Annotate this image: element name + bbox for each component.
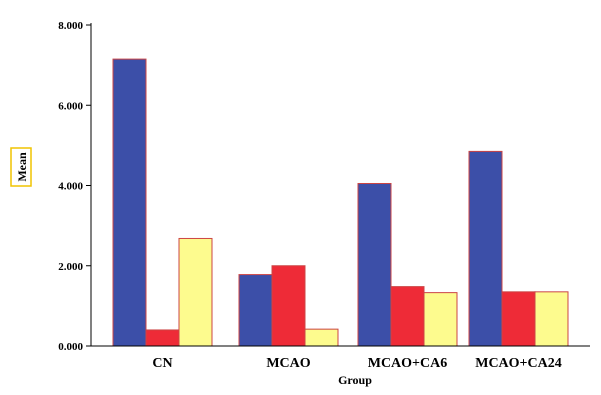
- bar: [178, 237, 213, 347]
- bar: [534, 291, 569, 347]
- y-axis-title: Mean: [10, 147, 32, 187]
- bar: [501, 291, 536, 347]
- bar: [390, 286, 425, 347]
- bar: [357, 182, 392, 347]
- bar-group: [112, 58, 569, 347]
- y-axis-ticks: 0.000 2.000 4.000 6.000 8.000: [58, 20, 91, 353]
- y-tick-label: 0.000: [58, 341, 83, 353]
- bar: [271, 265, 306, 347]
- y-axis-title-box: [10, 147, 32, 187]
- y-tick-label: 8.000: [58, 20, 83, 32]
- bar: [112, 58, 147, 347]
- bar: [468, 150, 503, 347]
- x-category-label: MCAO+CA6: [368, 356, 448, 371]
- x-axis-title: Group: [338, 373, 372, 387]
- bar: [423, 292, 458, 347]
- x-category-label: MCAO+CA24: [475, 356, 562, 371]
- y-tick-label: 4.000: [58, 181, 83, 193]
- y-tick-label: 2.000: [58, 261, 83, 273]
- bar: [304, 328, 339, 347]
- bar: [145, 329, 180, 347]
- x-axis-category-labels: CN MCAO MCAO+CA6 MCAO+CA24: [152, 356, 561, 371]
- x-category-label: MCAO: [266, 356, 310, 371]
- y-axis-title-text: Mean: [15, 152, 29, 182]
- y-tick-label: 6.000: [58, 100, 83, 112]
- x-category-label: CN: [152, 356, 172, 371]
- bar: [238, 274, 273, 347]
